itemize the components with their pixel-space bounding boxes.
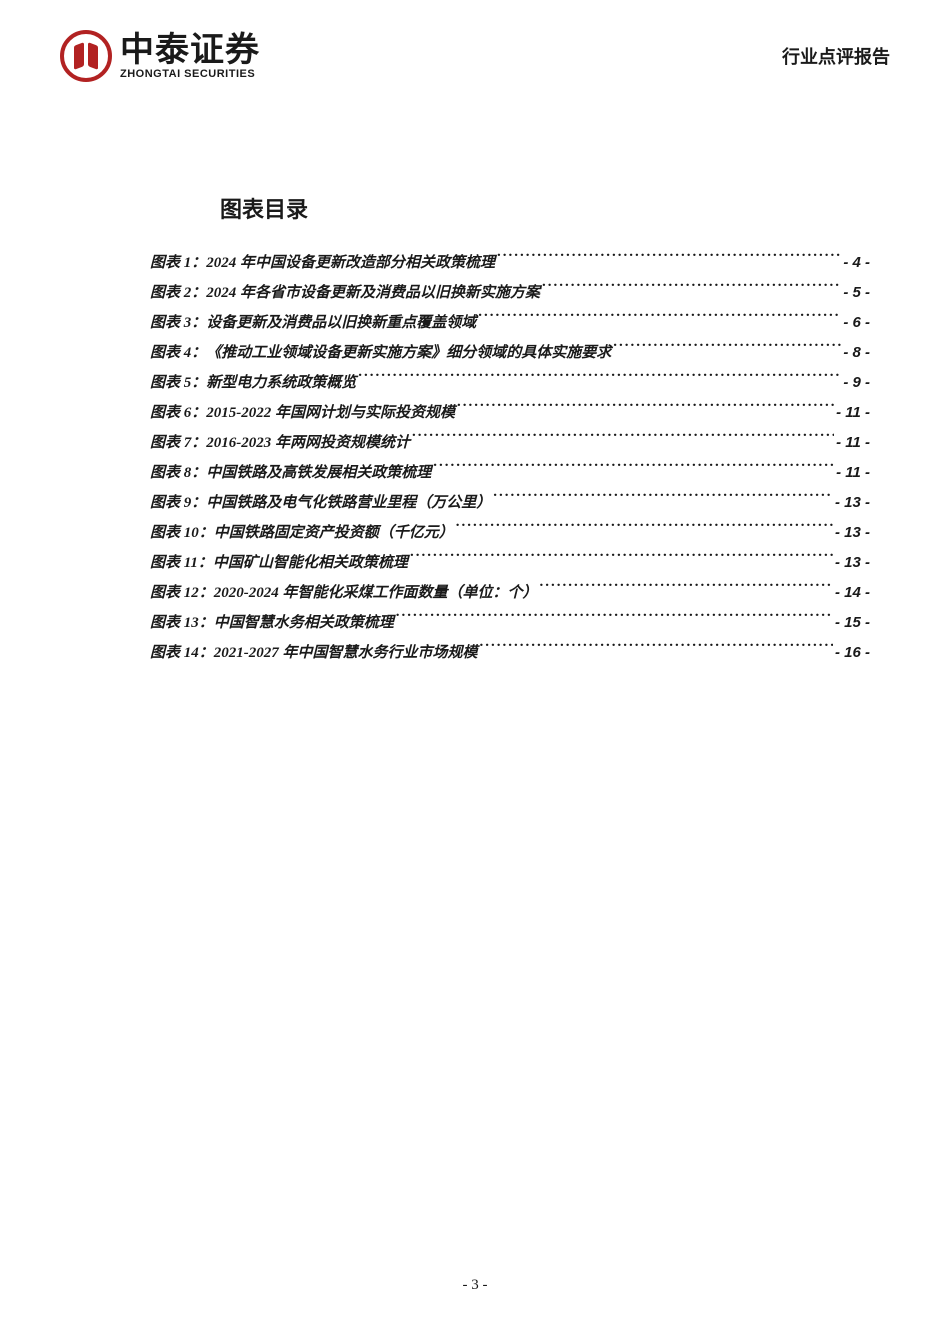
page-header: 中泰证券 ZHONGTAI SECURITIES 行业点评报告 [0,0,950,102]
toc-entry: 图表 12：2020-2024 年智能化采煤工作面数量（单位：个） - 14 - [150,578,870,608]
toc-entry: 图表 9：中国铁路及电气化铁路营业里程（万公里） - 13 - [150,488,870,518]
toc-entry-label: 图表 2：2024 年各省市设备更新及消费品以旧换新实施方案 [150,278,540,308]
toc-entry-label: 图表 7：2016-2023 年两网投资规模统计 [150,428,410,458]
toc-entry-page: - 13 - [835,518,870,548]
toc-entry-label: 图表 14：2021-2027 年中国智慧水务行业市场规模 [150,638,478,668]
toc-entry: 图表 1：2024 年中国设备更新改造部分相关政策梳理 - 4 - [150,248,870,278]
logo-en: ZHONGTAI SECURITIES [120,69,260,80]
logo: 中泰证券 ZHONGTAI SECURITIES [60,30,260,82]
toc-entry-page: - 9 - [843,368,870,398]
toc-entry-page: - 11 - [836,428,870,458]
toc-leader [358,372,841,387]
toc-entry-page: - 16 - [835,638,870,668]
toc-leader [457,402,834,417]
toc-leader [480,642,833,657]
toc-entry: 图表 7：2016-2023 年两网投资规模统计 - 11 - [150,428,870,458]
toc-entry-label: 图表 8：中国铁路及高铁发展相关政策梳理 [150,458,431,488]
toc-leader [456,522,833,537]
toc-entry: 图表 8：中国铁路及高铁发展相关政策梳理 - 11 - [150,458,870,488]
toc-entry-label: 图表 12：2020-2024 年智能化采煤工作面数量（单位：个） [150,578,538,608]
toc-entry: 图表 10：中国铁路固定资产投资额（千亿元） - 13 - [150,518,870,548]
toc-title: 图表目录 [220,192,950,224]
toc-entry-page: - 11 - [836,398,870,428]
toc-entry-page: - 11 - [836,458,870,488]
toc-entry-page: - 14 - [835,578,870,608]
toc-entry-page: - 13 - [835,488,870,518]
toc-entry-page: - 15 - [835,608,870,638]
toc-leader [613,342,841,357]
toc-entry-label: 图表 11：中国矿山智能化相关政策梳理 [150,548,408,578]
toc-leader [478,312,841,327]
toc-entry-label: 图表 13：中国智慧水务相关政策梳理 [150,608,394,638]
toc-entry-page: - 5 - [843,278,870,308]
toc-entry-label: 图表 10：中国铁路固定资产投资额（千亿元） [150,518,454,548]
toc-entry: 图表 2：2024 年各省市设备更新及消费品以旧换新实施方案 - 5 - [150,278,870,308]
toc-leader [433,462,834,477]
toc-entry-label: 图表 4：《推动工业领域设备更新实施方案》细分领域的具体实施要求 [150,338,611,368]
toc-entry: 图表 11：中国矿山智能化相关政策梳理 - 13 - [150,548,870,578]
toc-leader [542,282,841,297]
toc-entry: 图表 14：2021-2027 年中国智慧水务行业市场规模 - 16 - [150,638,870,668]
toc-leader [493,492,833,507]
page-number: - 3 - [0,1277,950,1294]
toc-leader [412,432,834,447]
toc-entry: 图表 5：新型电力系统政策概览 - 9 - [150,368,870,398]
toc-entry-label: 图表 1：2024 年中国设备更新改造部分相关政策梳理 [150,248,495,278]
toc-list: 图表 1：2024 年中国设备更新改造部分相关政策梳理 - 4 - 图表 2：2… [0,248,950,668]
toc-entry-label: 图表 9：中国铁路及电气化铁路营业里程（万公里） [150,488,491,518]
toc-entry: 图表 13：中国智慧水务相关政策梳理 - 15 - [150,608,870,638]
toc-leader [396,612,833,627]
toc-entry: 图表 3：设备更新及消费品以旧换新重点覆盖领域 - 6 - [150,308,870,338]
toc-entry-page: - 13 - [835,548,870,578]
toc-entry-label: 图表 6：2015-2022 年国网计划与实际投资规模 [150,398,455,428]
toc-leader [410,552,833,567]
report-type: 行业点评报告 [782,43,890,69]
toc-entry-label: 图表 5：新型电力系统政策概览 [150,368,356,398]
toc-entry: 图表 4：《推动工业领域设备更新实施方案》细分领域的具体实施要求 - 8 - [150,338,870,368]
toc-entry: 图表 6：2015-2022 年国网计划与实际投资规模 - 11 - [150,398,870,428]
logo-icon [60,30,112,82]
logo-text: 中泰证券 ZHONGTAI SECURITIES [120,33,260,80]
toc-entry-label: 图表 3：设备更新及消费品以旧换新重点覆盖领域 [150,308,476,338]
toc-leader [540,582,833,597]
logo-cn: 中泰证券 [120,33,260,67]
toc-entry-page: - 4 - [843,248,870,278]
toc-leader [497,252,841,267]
toc-entry-page: - 6 - [843,308,870,338]
toc-entry-page: - 8 - [843,338,870,368]
